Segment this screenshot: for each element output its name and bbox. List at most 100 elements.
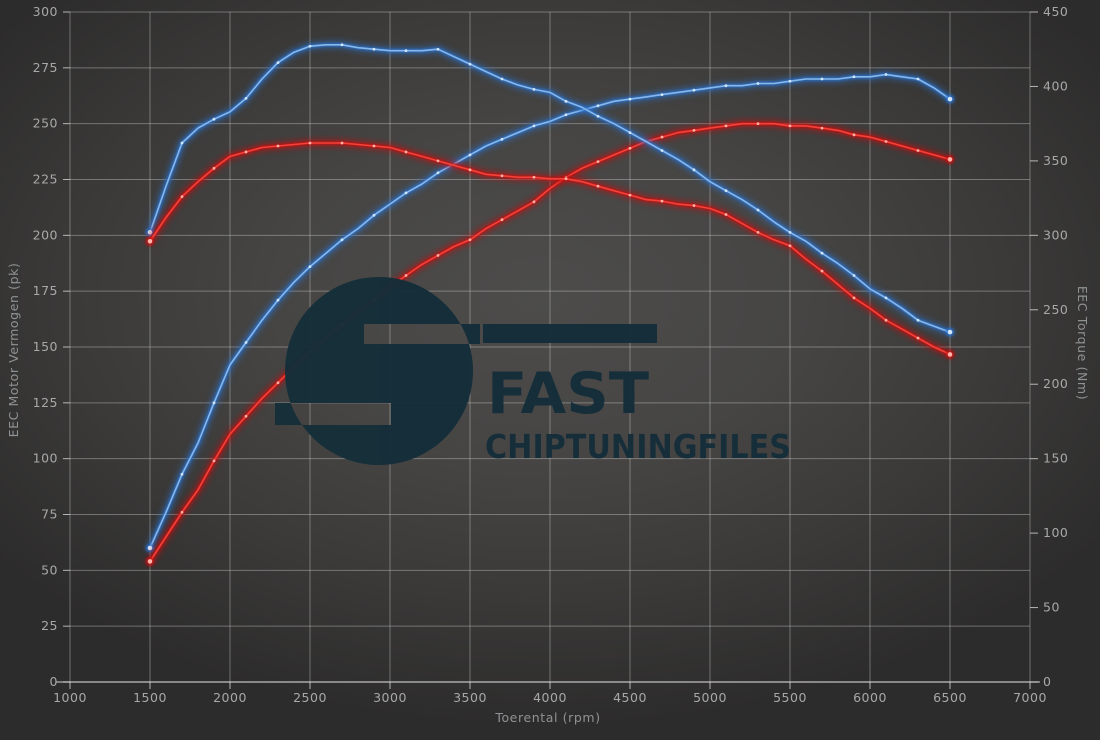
data-point-dot <box>436 254 440 257</box>
data-point-dot <box>340 141 344 145</box>
data-point-dot <box>500 218 504 222</box>
data-point-dot <box>660 135 664 139</box>
curve-red-torque <box>145 139 955 359</box>
data-point-dot <box>180 141 184 145</box>
data-point-dot <box>724 189 728 193</box>
data-point-dot <box>564 177 568 181</box>
y-left-tick-label: 100 <box>33 451 58 466</box>
data-point-dot <box>212 117 216 121</box>
data-point-dot <box>916 318 920 322</box>
y-right-tick-label: 450 <box>1043 4 1068 19</box>
dyno-curves <box>145 40 955 566</box>
data-point-dot <box>532 175 536 179</box>
x-tick-label: 3000 <box>373 690 407 705</box>
y-right-tick-label: 300 <box>1043 227 1068 242</box>
y-left-tick-label: 250 <box>33 116 58 131</box>
curve-red-power <box>145 119 955 566</box>
fast-logo-bar <box>483 324 657 343</box>
data-point-dot <box>308 265 312 268</box>
data-point-dot <box>852 274 856 277</box>
data-point-dot <box>628 97 632 101</box>
x-tick-label: 7000 <box>1013 690 1047 705</box>
data-point-dot <box>180 472 184 476</box>
data-point-dot <box>724 213 728 216</box>
data-point-dot <box>180 195 184 199</box>
data-point-dot <box>596 114 600 118</box>
data-point-dot <box>564 113 568 117</box>
data-point-dot <box>916 149 920 152</box>
data-point-dot <box>500 174 504 178</box>
data-point-dot <box>628 146 632 150</box>
data-point-dot <box>372 144 376 148</box>
data-point-dot <box>372 47 376 51</box>
curve-endpoint-dot <box>947 96 953 102</box>
data-point-dot <box>180 510 184 514</box>
data-point-dot <box>244 150 248 154</box>
data-point-dot <box>820 269 824 273</box>
y-left-tick-label: 150 <box>33 339 58 354</box>
data-point-dot <box>468 153 472 157</box>
data-point-dot <box>852 75 856 79</box>
axis-ticks-and-labels: 1000 1500 2000 2500 3000 3500 4000 4500 5000 5500… <box>33 4 1068 705</box>
y-right-axis-title: EEC Torque (Nm) <box>1075 286 1090 400</box>
data-point-dot <box>788 124 792 128</box>
x-tick-label: 4500 <box>613 690 647 705</box>
y-right-tick-label: 250 <box>1043 302 1068 317</box>
data-point-dot <box>340 238 344 242</box>
data-point-dot <box>788 244 792 248</box>
y-left-tick-label: 0 <box>50 674 58 689</box>
data-point-dot <box>212 459 216 463</box>
y-left-tick-label: 175 <box>33 283 58 298</box>
data-point-dot <box>212 401 216 405</box>
data-point-dot <box>756 208 760 212</box>
curve-endpoint-dot <box>947 352 953 357</box>
curve-endpoint-dot <box>147 238 153 244</box>
data-point-dot <box>628 131 632 135</box>
data-point-dot <box>468 168 472 172</box>
data-point-dot <box>468 238 472 242</box>
y-right-tick-label: 200 <box>1043 376 1068 391</box>
data-point-dot <box>692 204 696 207</box>
curve-endpoint-dot <box>147 559 153 564</box>
data-point-dot <box>660 149 664 152</box>
y-left-tick-label: 275 <box>33 60 58 75</box>
y-left-tick-label: 300 <box>33 4 58 19</box>
data-point-dot <box>724 84 728 88</box>
data-point-dot <box>692 88 696 92</box>
data-point-dot <box>660 93 664 97</box>
data-point-dot <box>404 274 408 277</box>
data-point-dot <box>564 99 568 103</box>
data-point-dot <box>820 251 824 255</box>
curve-blue-torque <box>145 40 955 337</box>
y-right-tick-label: 350 <box>1043 153 1068 168</box>
x-tick-label: 4000 <box>533 690 567 705</box>
data-point-dot <box>628 193 632 197</box>
data-point-dot <box>820 126 824 130</box>
fast-logo-s-icon <box>275 277 480 465</box>
data-point-dot <box>532 88 536 91</box>
data-point-dot <box>308 44 312 48</box>
data-point-dot <box>404 150 408 154</box>
data-point-dot <box>276 298 280 302</box>
data-point-dot <box>244 414 248 418</box>
watermark: FAST CHIPTUNINGFILES <box>275 277 791 466</box>
x-tick-label: 2500 <box>293 690 327 705</box>
data-point-dot <box>276 381 280 385</box>
y-left-tick-label: 200 <box>33 227 58 242</box>
data-point-dot <box>884 318 888 322</box>
data-point-dot <box>372 213 376 217</box>
data-point-dot <box>916 336 920 340</box>
curve-endpoint-dot <box>947 157 953 162</box>
curve-blue-power <box>145 70 955 553</box>
x-tick-label: 6000 <box>853 690 887 705</box>
data-point-dot <box>596 184 600 188</box>
grid-lines <box>69 11 1031 683</box>
y-right-tick-label: 150 <box>1043 451 1068 466</box>
watermark-subtitle: CHIPTUNINGFILES <box>485 427 791 466</box>
data-point-dot <box>436 171 440 175</box>
y-right-tick-label: 50 <box>1043 600 1060 615</box>
data-point-dot <box>756 230 760 234</box>
data-point-dot <box>820 77 824 81</box>
data-point-dot <box>852 296 856 300</box>
